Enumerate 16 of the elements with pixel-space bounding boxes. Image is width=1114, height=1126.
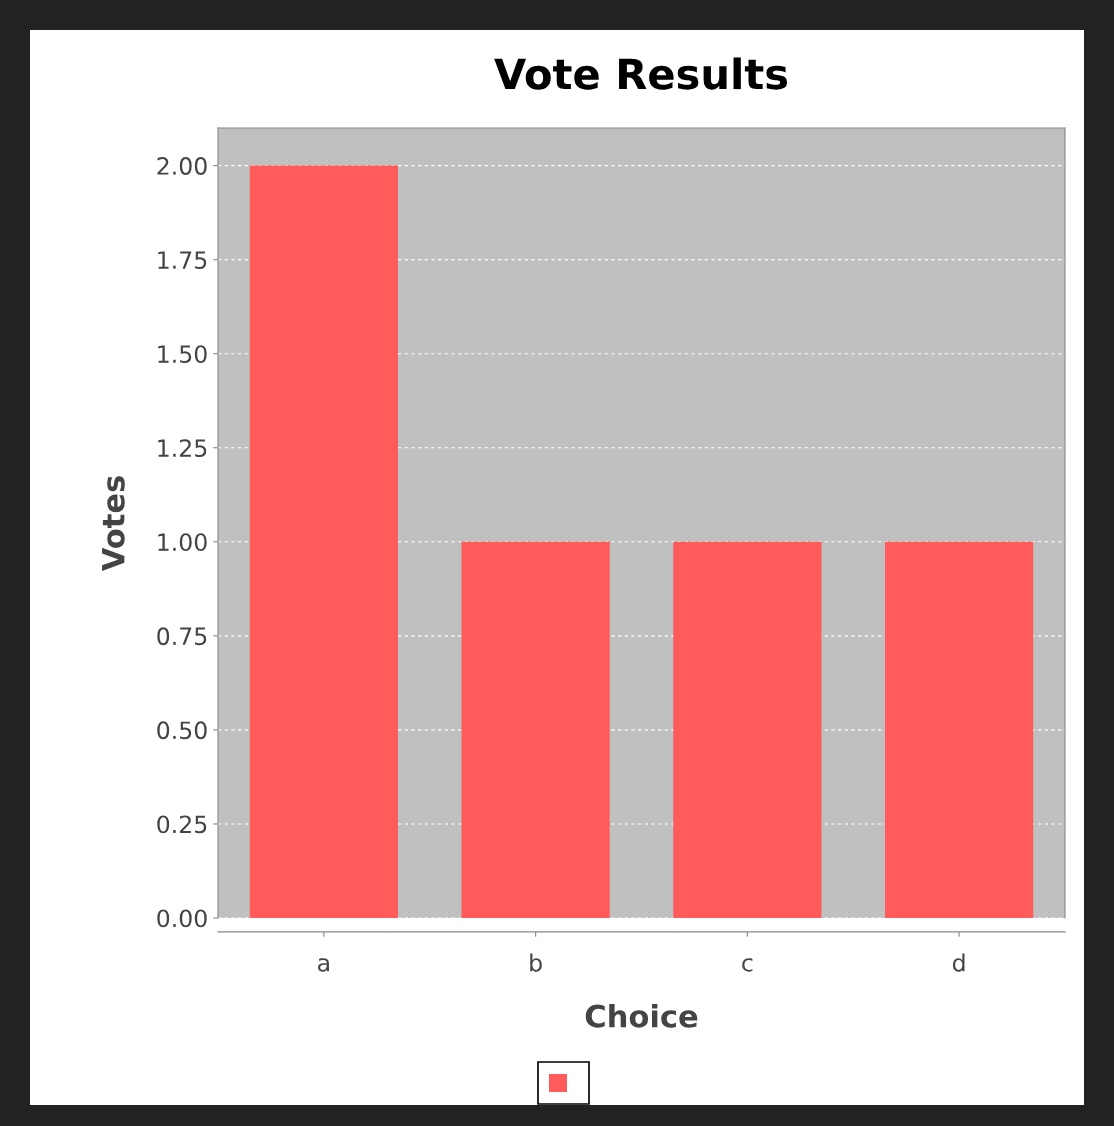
x-tick-label: d — [952, 953, 965, 972]
y-tick-label: 0.50 — [157, 721, 207, 740]
y-tick-label: 1.75 — [158, 251, 207, 269]
x-tick-label: b — [530, 953, 542, 972]
x-tick-label: a — [318, 958, 329, 972]
y-tick-label: 0.25 — [157, 815, 207, 834]
y-tick-label: 1.25 — [158, 439, 207, 458]
y-tick-label: 1.50 — [158, 345, 207, 364]
chart-title: Vote Results — [494, 57, 788, 90]
y-axis-title: Votes — [102, 476, 125, 572]
x-tick-label: c — [742, 958, 753, 972]
x-axis-title: Choice — [585, 1004, 698, 1028]
y-tick-label: 2.00 — [157, 157, 207, 175]
y-tick-label: 1.00 — [158, 533, 207, 552]
y-tick-label: 0.75 — [157, 627, 207, 646]
y-tick-label: 0.00 — [157, 909, 207, 928]
